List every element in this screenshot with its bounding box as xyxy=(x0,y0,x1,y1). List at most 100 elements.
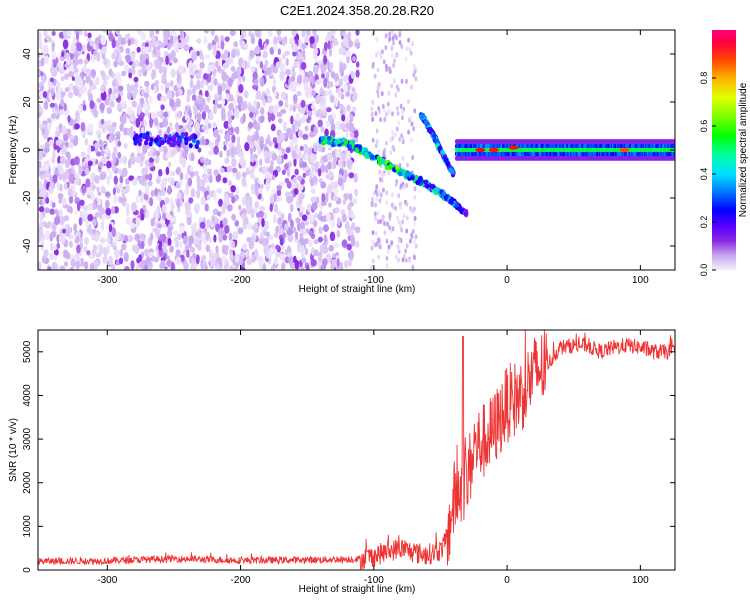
heatmap-cell xyxy=(380,91,384,97)
heatmap-cell xyxy=(70,45,74,54)
heatmap-cell xyxy=(108,87,113,95)
heatmap-cell xyxy=(398,201,402,207)
heatmap-cell xyxy=(190,224,196,231)
heatmap-cell xyxy=(43,101,49,110)
heatmap-cell xyxy=(371,137,375,143)
figure-title: C2E1.2024.358.20.28.R20 xyxy=(280,3,434,18)
heatmap-cell xyxy=(59,265,66,270)
heatmap-cell xyxy=(329,94,335,104)
heatmap-cell xyxy=(263,50,268,58)
heatmap-cell xyxy=(169,98,175,108)
heatmap-cell xyxy=(118,195,122,203)
heatmap-cell xyxy=(184,131,189,137)
heatmap-cell xyxy=(131,63,136,70)
heatmap-cell xyxy=(268,165,274,174)
heatmap-cell xyxy=(394,52,398,58)
heatmap-cell xyxy=(246,221,253,231)
heatmap-cell xyxy=(409,175,415,181)
heatmap-cell xyxy=(325,71,330,78)
heatmap-cell xyxy=(320,181,327,189)
heatmap-cell xyxy=(176,198,181,209)
heatmap-cell xyxy=(333,242,339,249)
heatmap-cell xyxy=(231,158,237,168)
heatmap-cell xyxy=(323,104,327,113)
heatmap-cell xyxy=(348,40,354,48)
spectrogram-x-tick-label: 0 xyxy=(504,275,510,286)
heatmap-cell xyxy=(284,101,289,109)
spectrogram-x-label: Height of straight line (km) xyxy=(299,284,416,295)
snr-x-tick-label: -200 xyxy=(231,575,251,586)
heatmap-cell xyxy=(401,257,405,263)
heatmap-cell xyxy=(402,184,406,190)
heatmap-cell xyxy=(218,233,223,243)
heatmap-cell xyxy=(100,118,105,125)
heatmap-cell xyxy=(188,197,194,204)
heatmap-cell xyxy=(307,76,313,83)
heatmap-cell xyxy=(317,144,323,152)
heatmap-cell xyxy=(160,139,165,145)
heatmap-cell xyxy=(242,112,246,123)
heatmap-cell xyxy=(353,91,358,102)
heatmap-cell xyxy=(394,254,398,260)
heatmap-cell xyxy=(413,194,417,200)
heatmap-cell xyxy=(68,195,74,204)
heatmap-cell xyxy=(201,54,205,61)
heatmap-cell xyxy=(168,161,172,168)
heatmap-cell xyxy=(127,106,133,116)
heatmap-cell xyxy=(230,185,236,193)
heatmap-cell xyxy=(177,64,184,74)
heatmap-cell xyxy=(322,155,327,162)
heatmap-cell xyxy=(102,255,108,264)
heatmap-cell xyxy=(292,93,298,104)
heatmap-cell xyxy=(228,180,232,187)
heatmap-cell xyxy=(330,30,337,36)
heatmap-cell xyxy=(76,244,81,254)
heatmap-cell xyxy=(182,235,188,245)
heatmap-cell xyxy=(225,89,230,95)
heatmap-cell xyxy=(250,171,255,180)
heatmap-cell xyxy=(180,37,187,46)
heatmap-cell xyxy=(342,160,347,167)
heatmap-cell xyxy=(41,75,46,85)
heatmap-cell xyxy=(280,71,285,77)
heatmap-cell xyxy=(394,205,397,211)
heatmap-cell xyxy=(184,187,190,196)
heatmap-cell xyxy=(298,182,304,191)
heatmap-cell xyxy=(223,120,230,129)
heatmap-cell xyxy=(38,261,42,270)
heatmap-cell xyxy=(334,207,340,214)
heatmap-cell xyxy=(66,204,71,210)
heatmap-cell xyxy=(405,215,409,221)
heatmap-cell xyxy=(236,135,241,145)
heatmap-cell xyxy=(113,194,118,204)
heatmap-cell xyxy=(204,30,210,34)
heatmap-cell xyxy=(508,145,519,150)
heatmap-cell xyxy=(74,117,78,125)
heatmap-cell xyxy=(406,162,409,168)
heatmap-cell xyxy=(199,221,206,229)
heatmap-cell xyxy=(162,117,169,128)
heatmap-cell xyxy=(43,163,49,173)
heatmap-cell xyxy=(296,175,303,181)
heatmap-cell xyxy=(248,239,255,250)
heatmap-cell xyxy=(189,165,194,173)
heatmap-cell xyxy=(235,187,240,196)
heatmap-cell xyxy=(196,38,202,44)
heatmap-cell xyxy=(310,188,316,195)
heatmap-cell xyxy=(112,153,117,164)
heatmap-cell xyxy=(254,78,259,86)
heatmap-cell xyxy=(335,149,340,158)
heatmap-cell xyxy=(414,234,418,240)
heatmap-cell xyxy=(315,196,320,204)
heatmap-cell xyxy=(376,67,380,73)
heatmap-cell xyxy=(73,62,77,69)
heatmap-cell xyxy=(55,81,61,88)
heatmap-cell xyxy=(342,75,348,82)
heatmap-cell xyxy=(255,90,262,100)
heatmap-cell xyxy=(142,103,149,111)
heatmap-cell xyxy=(163,243,167,250)
heatmap-cell xyxy=(200,156,205,163)
heatmap-cell xyxy=(244,141,250,152)
heatmap-cell xyxy=(144,174,151,180)
